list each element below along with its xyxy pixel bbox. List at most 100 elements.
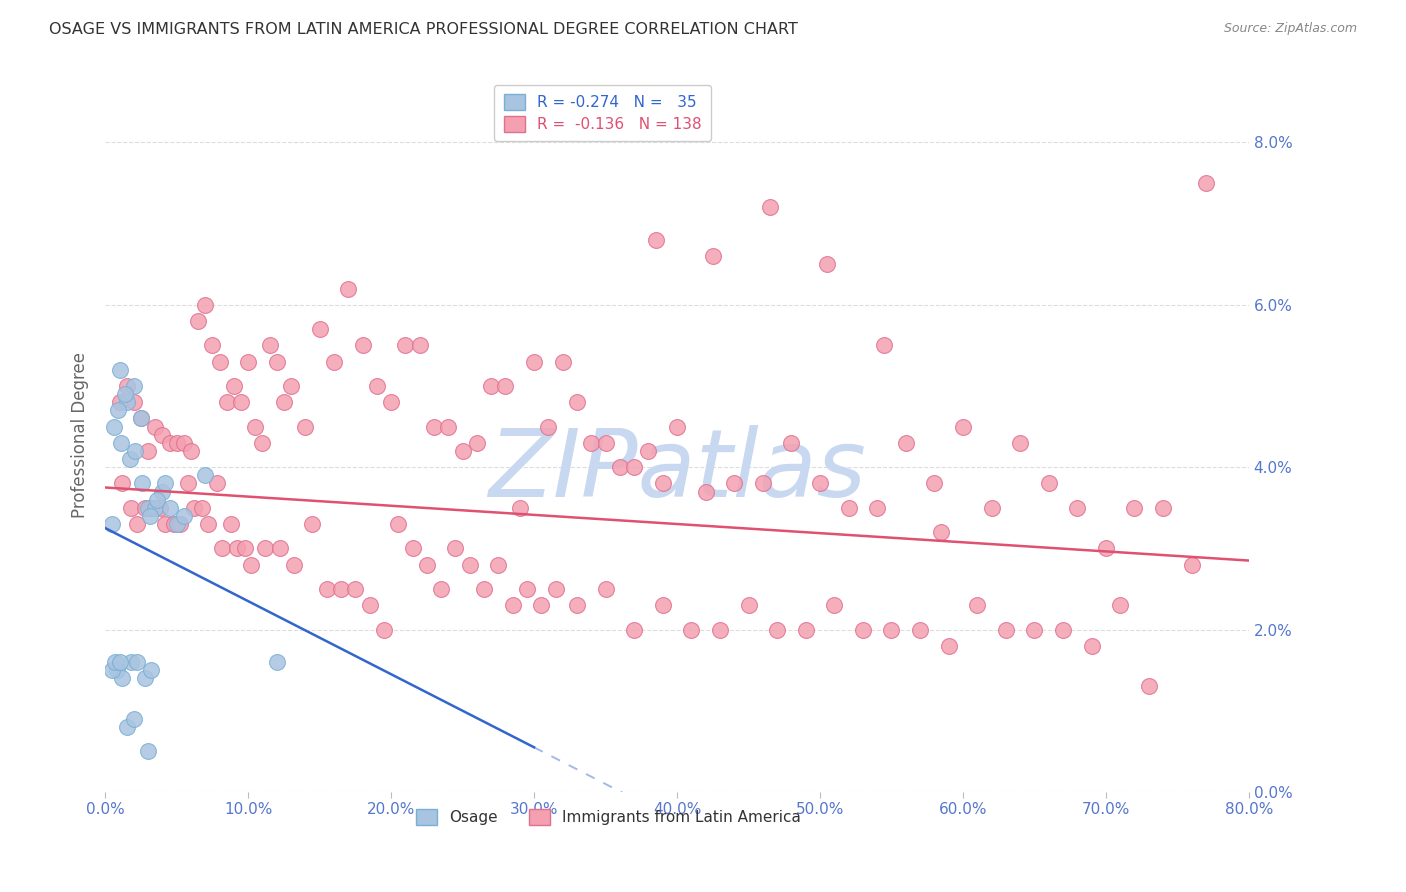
Point [143, 500, 166, 515]
Point [110, 435, 132, 450]
Point [301, 516, 323, 531]
Point [931, 525, 953, 540]
Point [183, 500, 205, 515]
Point [938, 639, 960, 653]
Point [1195, 176, 1218, 190]
Point [194, 298, 217, 312]
Point [266, 354, 288, 368]
Point [544, 582, 567, 596]
Point [409, 338, 432, 352]
Point [205, 476, 228, 491]
Point [273, 395, 295, 409]
Point [233, 541, 256, 556]
Point [108, 655, 131, 669]
Point [1137, 680, 1160, 694]
Text: ZIPatlas: ZIPatlas [488, 425, 866, 516]
Point [537, 419, 560, 434]
Point [465, 435, 488, 450]
Point [104, 655, 127, 669]
Point [838, 500, 860, 515]
Point [873, 338, 896, 352]
Point [122, 395, 145, 409]
Point [1024, 623, 1046, 637]
Y-axis label: Professional Degree: Professional Degree [72, 351, 89, 517]
Point [122, 379, 145, 393]
Point [120, 500, 142, 515]
Point [994, 623, 1017, 637]
Point [308, 322, 330, 336]
Point [495, 379, 517, 393]
Point [702, 249, 724, 263]
Point [201, 338, 224, 352]
Point [280, 379, 302, 393]
Point [880, 623, 903, 637]
Point [134, 500, 156, 515]
Point [125, 516, 148, 531]
Point [565, 598, 588, 612]
Point [252, 435, 274, 450]
Legend: Osage, Immigrants from Latin America: Osage, Immigrants from Latin America [406, 800, 810, 834]
Point [966, 598, 988, 612]
Point [101, 663, 124, 677]
Point [169, 516, 191, 531]
Point [245, 419, 267, 434]
Point [114, 387, 136, 401]
Point [530, 598, 553, 612]
Point [111, 671, 134, 685]
Point [1152, 500, 1174, 515]
Point [359, 598, 381, 612]
Point [138, 508, 160, 523]
Point [908, 623, 931, 637]
Point [187, 314, 209, 328]
Point [980, 500, 1002, 515]
Point [551, 354, 574, 368]
Point [1181, 558, 1204, 572]
Point [924, 476, 946, 491]
Point [131, 476, 153, 491]
Point [1066, 500, 1088, 515]
Point [344, 582, 367, 596]
Point [644, 233, 666, 247]
Point [1109, 598, 1132, 612]
Point [129, 411, 152, 425]
Point [166, 516, 188, 531]
Point [225, 541, 247, 556]
Point [709, 623, 731, 637]
Point [155, 476, 177, 491]
Point [120, 655, 142, 669]
Point [352, 338, 374, 352]
Point [136, 500, 159, 515]
Point [394, 338, 416, 352]
Point [595, 435, 617, 450]
Point [108, 395, 131, 409]
Point [380, 395, 402, 409]
Point [595, 582, 617, 596]
Point [294, 419, 316, 434]
Point [666, 419, 689, 434]
Point [139, 663, 162, 677]
Point [136, 744, 159, 758]
Point [623, 623, 645, 637]
Point [623, 460, 645, 475]
Point [259, 338, 281, 352]
Point [523, 354, 546, 368]
Point [323, 354, 346, 368]
Point [423, 419, 446, 434]
Point [315, 582, 337, 596]
Point [115, 395, 138, 409]
Point [581, 435, 603, 450]
Point [101, 516, 124, 531]
Text: OSAGE VS IMMIGRANTS FROM LATIN AMERICA PROFESSIONAL DEGREE CORRELATION CHART: OSAGE VS IMMIGRANTS FROM LATIN AMERICA P… [49, 22, 799, 37]
Point [139, 500, 162, 515]
Point [780, 435, 803, 450]
Point [952, 419, 974, 434]
Point [1010, 435, 1032, 450]
Point [430, 582, 453, 596]
Point [815, 257, 838, 271]
Point [808, 476, 831, 491]
Point [103, 419, 125, 434]
Point [766, 623, 789, 637]
Point [695, 484, 717, 499]
Point [266, 655, 288, 669]
Point [229, 395, 252, 409]
